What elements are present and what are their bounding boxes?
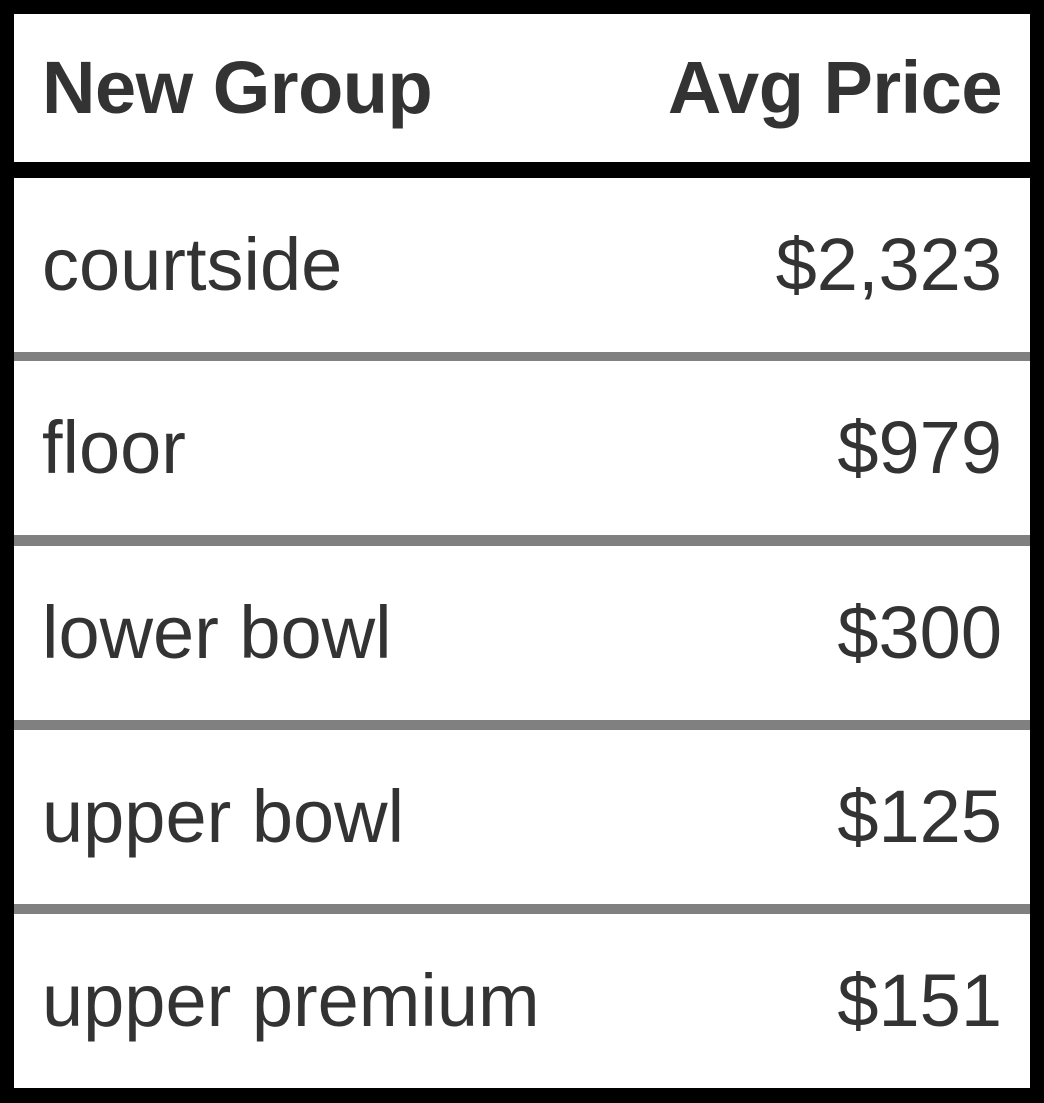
cell-group: upper bowl — [42, 775, 405, 858]
cell-group: floor — [42, 406, 186, 489]
table-body: courtside $2,323 floor $979 lower bowl $… — [14, 178, 1030, 1088]
column-header-new-group[interactable]: New Group — [42, 46, 433, 129]
table-row[interactable]: courtside $2,323 — [14, 178, 1030, 352]
table-row[interactable]: upper premium $151 — [14, 914, 1030, 1088]
cell-avg-price: $151 — [837, 959, 1002, 1042]
column-header-avg-price[interactable]: Avg Price — [667, 46, 1003, 129]
cell-avg-price: $979 — [837, 406, 1002, 489]
table-row[interactable]: upper bowl $125 — [14, 730, 1030, 904]
cell-avg-price: $300 — [837, 591, 1002, 674]
table-row[interactable]: lower bowl $300 — [14, 546, 1030, 720]
cell-avg-price: $2,323 — [775, 223, 1002, 306]
cell-group: lower bowl — [42, 591, 392, 674]
cell-group: upper premium — [42, 959, 540, 1042]
cell-group: courtside — [42, 223, 343, 306]
table-row[interactable]: floor $979 — [14, 361, 1030, 535]
table-header: New Group Avg Price — [14, 14, 1030, 162]
cell-avg-price: $125 — [837, 775, 1002, 858]
